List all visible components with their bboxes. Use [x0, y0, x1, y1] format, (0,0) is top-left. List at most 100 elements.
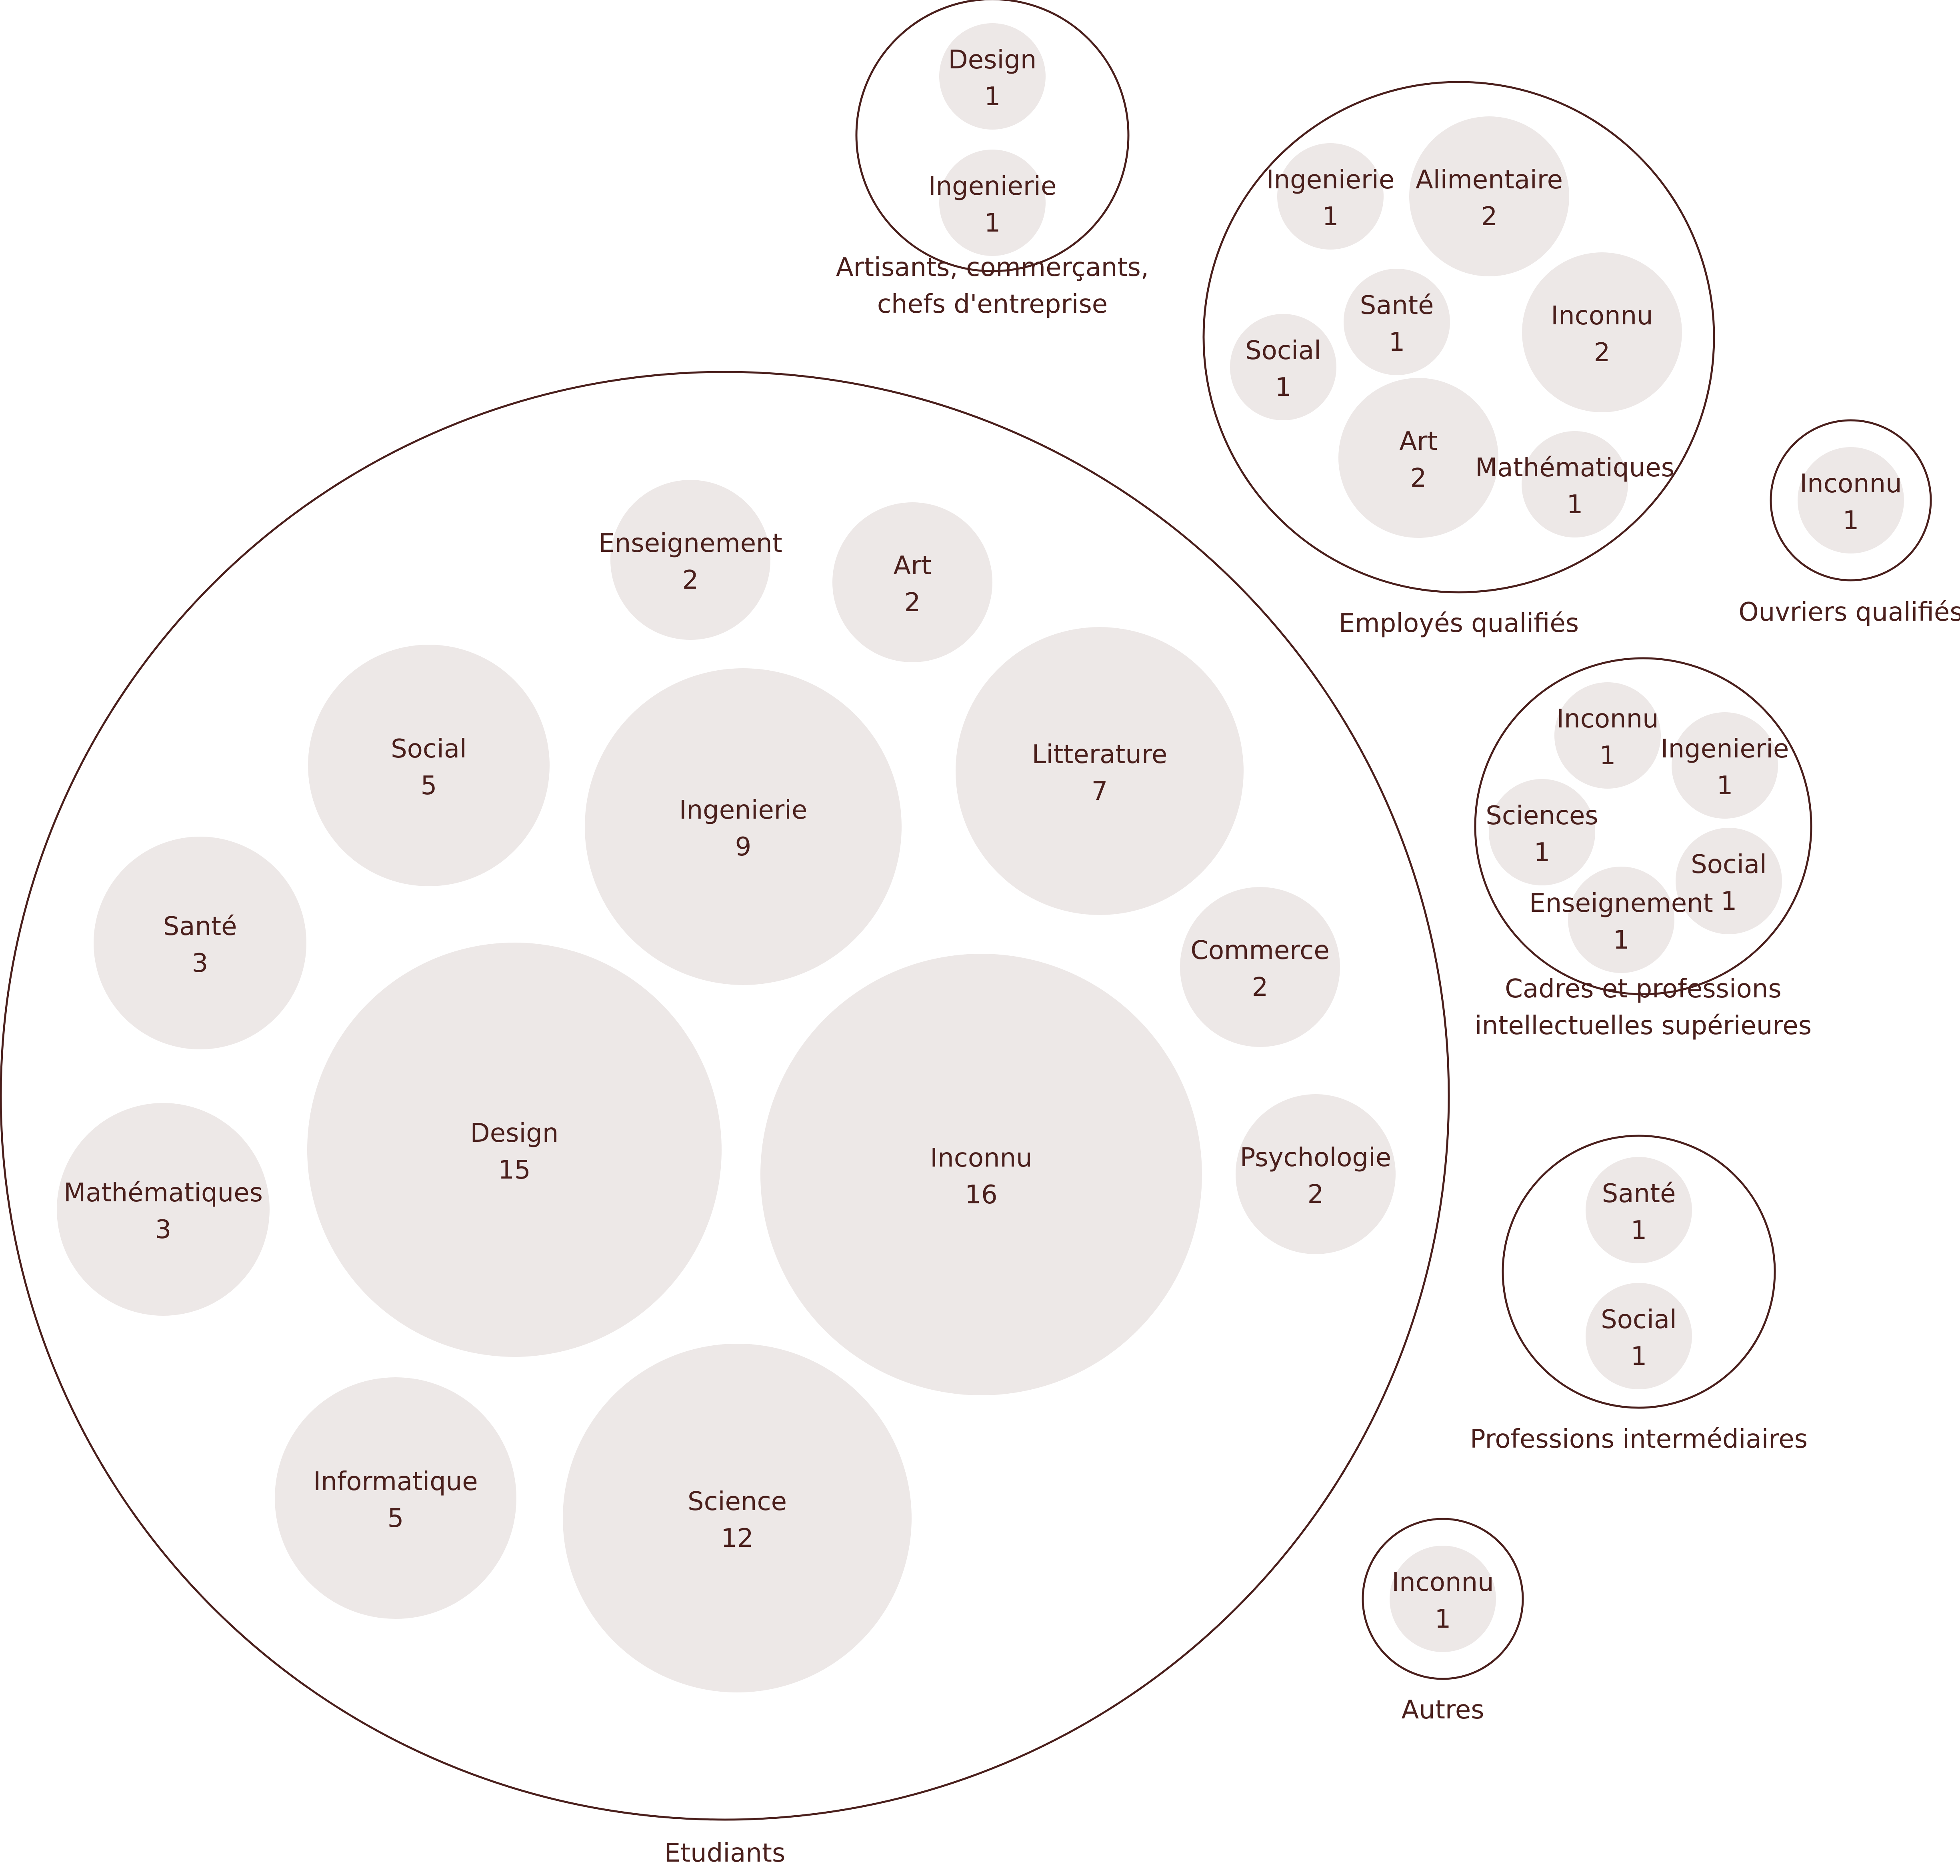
bubble-circle [94, 837, 306, 1049]
bubble-etudiants-ingenierie: Ingenierie 9 [585, 668, 902, 985]
bubble-circle [1522, 252, 1682, 412]
bubble-etudiants-commerce: Commerce 2 [1180, 887, 1340, 1047]
bubble-value: 7 [1092, 777, 1108, 806]
bubble-value: 15 [498, 1155, 530, 1185]
bubble-circle [1676, 828, 1782, 934]
bubble-employes-qualifies-alimentaire: Alimentaire 2 [1409, 116, 1569, 276]
bubble-circle [939, 23, 1046, 130]
group-autres: Inconnu 1 Autres [1362, 1518, 1524, 1725]
bubble-label: Litterature [1032, 740, 1167, 769]
bubble-value: 16 [965, 1180, 997, 1210]
group-label: Ouvriers qualifiés [1738, 597, 1960, 627]
bubble-etudiants-enseignement: Enseignement 2 [598, 480, 782, 640]
bubble-employes-qualifies-art: Art 2 [1338, 378, 1498, 538]
bubble-label: Santé [1360, 291, 1434, 320]
bubble-circle [585, 668, 902, 985]
bubble-label: Art [893, 551, 931, 581]
bubble-artisants-commercants-chefs-d-entreprise-ingenierie: Ingenierie 1 [928, 150, 1056, 256]
bubble-circle [1236, 1094, 1396, 1254]
bubble-value: 1 [1567, 490, 1583, 519]
bubble-label: Santé [1602, 1179, 1676, 1209]
bubble-circle [1390, 1546, 1496, 1652]
bubble-value: 1 [1717, 771, 1733, 801]
bubble-circle [1489, 779, 1595, 885]
group-outline-autres [1362, 1518, 1524, 1680]
bubble-autres-inconnu: Inconnu 1 [1390, 1546, 1496, 1652]
bubble-cadres-et-professions-intellectuelles-superieures-inconnu: Inconnu 1 [1554, 682, 1661, 789]
bubble-cadres-et-professions-intellectuelles-superieures-social: Social 1 [1676, 828, 1782, 934]
bubble-label: Inconnu [1800, 469, 1902, 499]
bubble-circle [760, 954, 1202, 1395]
group-label: Employés qualifiés [1339, 609, 1579, 638]
bubble-value: 1 [984, 208, 1001, 238]
bubble-ouvriers-qualifies-inconnu: Inconnu 1 [1798, 447, 1904, 553]
bubble-circle [1230, 314, 1336, 420]
bubble-circle [307, 943, 722, 1357]
bubble-value: 3 [155, 1215, 172, 1245]
bubble-value: 2 [682, 565, 699, 595]
bubble-circle [1568, 867, 1674, 973]
bubble-value: 5 [388, 1504, 404, 1533]
bubble-label: Design [470, 1119, 559, 1148]
bubble-label: Inconnu [1556, 704, 1658, 734]
bubble-circle [956, 627, 1244, 915]
bubble-label: Science [688, 1487, 787, 1516]
group-etudiants: Inconnu16Design15Science12Ingenierie9Lit… [0, 371, 1450, 1868]
bubble-value: 2 [1252, 973, 1268, 1002]
bubble-label: Ingenierie [1661, 734, 1789, 764]
bubble-value: 2 [1308, 1180, 1324, 1209]
group-professions-intermediaires: Santé 1 Social 1 Professions intermédiaires [1470, 1135, 1808, 1454]
bubble-value: 1 [1631, 1342, 1647, 1371]
bubble-label: Social [1691, 850, 1767, 879]
bubble-value: 1 [984, 82, 1001, 112]
bubble-label: Social [391, 734, 467, 764]
bubble-employes-qualifies-sante: Santé 1 [1344, 269, 1450, 375]
bubble-circle [1522, 431, 1628, 537]
bubble-etudiants-psychologie: Psychologie 2 [1236, 1094, 1396, 1254]
bubble-etudiants-science: Science 12 [563, 1344, 912, 1692]
bubble-value: 1 [1613, 925, 1630, 955]
bubble-etudiants-inconnu: Inconnu 16 [760, 954, 1202, 1395]
bubble-label: Ingenierie [679, 795, 808, 825]
bubble-label: Sciences [1486, 801, 1598, 831]
bubble-label: Informatique [313, 1467, 478, 1496]
group-outline-cadres-et-professions-intellectuelles-superieures [1474, 657, 1812, 995]
bubble-circle [1554, 682, 1661, 789]
bubble-circle [1180, 887, 1340, 1047]
bubble-label: Commerce [1190, 936, 1329, 965]
bubble-circle [1277, 143, 1384, 250]
bubble-value: 3 [192, 949, 208, 978]
bubble-etudiants-litterature: Litterature 7 [956, 627, 1244, 915]
bubble-etudiants-informatique: Informatique 5 [275, 1377, 516, 1619]
bubble-value: 2 [1481, 202, 1498, 232]
bubble-label: Ingenierie [1266, 165, 1395, 195]
group-outline-employes-qualifies [1202, 81, 1715, 593]
bubble-label: Social [1601, 1305, 1677, 1335]
bubble-cadres-et-professions-intellectuelles-superieures-ingenierie: Ingenierie 1 [1661, 712, 1789, 819]
bubble-label: Mathématiques [1475, 453, 1674, 483]
group-outline-etudiants [0, 371, 1450, 1820]
bubble-circle [1338, 378, 1498, 538]
bubble-label: Social [1245, 336, 1321, 366]
bubble-label: Enseignement [1529, 889, 1713, 918]
bubble-value: 1 [1322, 202, 1339, 232]
bubble-etudiants-social: Social 5 [308, 645, 550, 886]
bubble-circle [1672, 712, 1778, 819]
bubble-cadres-et-professions-intellectuelles-superieures-sciences: Sciences 1 [1486, 779, 1598, 885]
group-artisants-commercants-chefs-d-entreprise: Design 1 Ingenierie 1 Artisants, commerçants… [836, 0, 1149, 319]
group-label: intellectuelles supérieures [1475, 1011, 1812, 1041]
bubble-value: 5 [421, 771, 437, 801]
bubble-circle [1586, 1157, 1692, 1263]
group-employes-qualifies: Ingenierie 1 Alimentaire 2 Santé 1 Inconnu 2 Soc… [1202, 81, 1715, 638]
bubble-circle [563, 1344, 912, 1692]
group-outline-artisants-commercants-chefs-d-entreprise [855, 0, 1130, 272]
bubble-circle [57, 1103, 270, 1316]
group-label: Autres [1401, 1695, 1484, 1725]
group-label: chefs d'entreprise [877, 290, 1108, 319]
group-label: Etudiants [664, 1838, 786, 1868]
bubble-artisants-commercants-chefs-d-entreprise-design: Design 1 [939, 23, 1046, 130]
bubble-employes-qualifies-mathematiques: Mathématiques 1 [1475, 431, 1674, 537]
bubble-value: 2 [1594, 338, 1610, 368]
